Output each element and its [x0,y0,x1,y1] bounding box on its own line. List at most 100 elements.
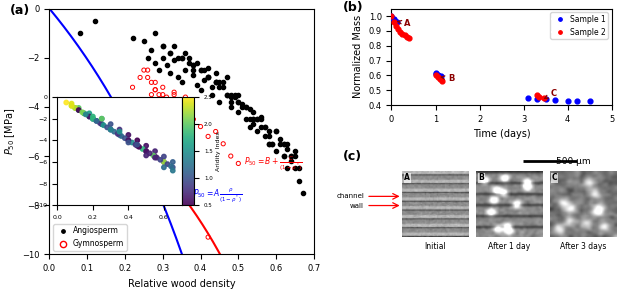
X-axis label: Time (days): Time (days) [473,129,530,139]
Point [196,87,206,92]
Point [158,85,167,90]
Point [192,60,201,65]
Point [207,92,217,97]
Point [214,80,224,85]
Point [234,92,243,97]
Point [585,99,595,104]
Point [433,75,442,79]
Point [222,92,232,97]
Point [177,80,187,85]
Point [290,166,300,171]
Point [290,154,300,158]
Point [286,154,296,158]
Point [241,117,251,121]
Point [166,51,176,55]
Point [260,124,269,129]
Point [271,129,281,134]
Point [188,117,198,121]
Point [188,63,198,67]
Point [252,117,262,121]
Point [271,129,281,134]
Point [396,30,405,35]
Text: 500 μm: 500 μm [556,157,590,166]
Text: A: A [404,173,410,182]
Text: Initial: Initial [425,242,446,251]
Point [161,63,171,67]
Point [435,77,445,81]
Point [248,117,258,121]
Point [169,58,179,63]
Point [431,71,441,75]
Point [237,102,247,107]
Point [248,122,258,127]
Text: B: B [478,173,484,182]
Point [226,92,235,97]
Point [437,79,447,84]
Point [154,92,164,97]
Point [184,110,194,114]
Point [211,80,221,85]
Point [245,124,255,129]
Text: $P_{50} = B + \frac{C}{(1-\rho^*)}$: $P_{50} = B + \frac{C}{(1-\rho^*)}$ [244,155,303,172]
Text: After 3 days: After 3 days [560,242,606,251]
Point [386,14,396,18]
Point [177,110,187,114]
Point [279,141,289,146]
Point [173,100,183,104]
Point [532,97,542,101]
Point [150,31,160,36]
Point [252,129,262,134]
Text: (a): (a) [10,4,30,17]
Point [237,105,247,109]
Point [150,87,160,92]
Point [226,100,235,104]
Point [146,92,156,97]
Point [177,105,187,109]
Point [203,75,213,80]
Point [226,105,235,109]
Point [532,93,542,98]
Point [169,43,179,48]
Point [203,75,213,80]
Point [431,73,441,78]
Point [260,124,269,129]
Text: (c): (c) [343,150,362,163]
Point [188,73,198,77]
Point [387,15,397,20]
Point [211,80,221,85]
Point [158,43,167,48]
Point [234,100,243,104]
Point [294,166,303,171]
Point [264,141,274,146]
Point [264,134,274,139]
Point [230,95,240,99]
Point [143,68,153,73]
Point [234,161,243,166]
Point [294,178,303,183]
Point [184,105,194,109]
Point [169,100,179,104]
Point [192,83,201,87]
Point [389,20,399,24]
Point [538,96,548,101]
Point [143,75,153,80]
Legend: Angiosperm, Gymnosperm: Angiosperm, Gymnosperm [53,224,127,251]
Point [245,117,255,121]
Legend: Sample 1, Sample 2: Sample 1, Sample 2 [550,12,608,39]
Point [177,55,187,60]
Point [139,38,149,43]
Point [286,159,296,163]
Point [158,43,167,48]
Point [264,141,274,146]
Point [146,48,156,53]
Point [207,85,217,90]
Point [400,33,410,38]
Point [279,141,289,146]
Point [139,68,149,73]
Point [226,95,235,99]
Point [173,75,183,80]
Point [177,55,187,60]
Point [154,68,164,73]
Point [154,100,164,104]
Point [286,154,296,158]
